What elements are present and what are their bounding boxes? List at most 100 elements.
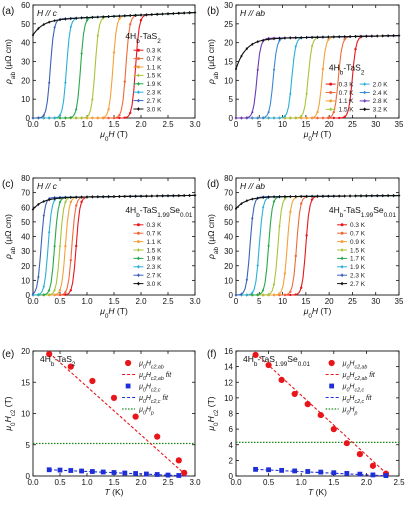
series-line [33,11,196,119]
x-tick-label: 3.0 [189,120,201,129]
data-point [294,293,297,296]
panel-label: (e) [2,349,14,360]
data-point [283,197,287,201]
x-tick-label: 15 [301,297,310,306]
legend-entry: 3.0 K [133,106,162,113]
legend-swatch-marker [340,223,344,227]
data-point [134,194,137,198]
data-point [188,193,191,198]
legend-entry: 1.9 K [133,256,162,263]
y-tick-label: 15 [21,378,30,387]
data-point [300,114,303,118]
legend-entry: 2.4 K [359,90,389,97]
legend-entry: 1.5 K [337,247,366,254]
plot-frame [235,350,400,477]
data-point [370,194,374,198]
x-axis-label: μ0H (T) [99,129,128,143]
legend-label: 2.4 K [373,90,389,97]
series-line [33,11,196,119]
y-tick-label: 2 [229,456,234,465]
hc2-ab-point [356,451,363,458]
data-point [256,196,259,200]
hc2-c-point [144,471,149,477]
data-point [321,116,325,120]
data-point [251,291,254,295]
data-point [338,67,341,71]
data-point [261,288,265,292]
field-direction-label: H // ab [240,181,265,191]
x-tick-label: 0.0 [27,297,39,306]
y-tick-label: 50 [224,218,233,227]
data-point [381,194,384,198]
data-point [283,36,287,40]
data-point [53,288,56,292]
data-point [102,195,105,199]
data-point [48,20,51,24]
panel-label: (c) [2,179,14,190]
legend-entry: 0.7 K [337,231,366,238]
legend-entry: 0.7 K [133,231,162,238]
data-point [69,200,73,204]
data-point [283,272,287,275]
legend-swatch-marker [329,82,333,86]
data-point [145,13,148,17]
data-point [245,116,249,120]
x-tick-label: 25 [348,297,357,306]
legend-swatch-marker [136,223,140,227]
x-tick-label: 0.5 [54,120,66,129]
data-point [261,195,265,200]
legend-label: μ0Hc2,ab fit [138,372,172,382]
x-tick-label: 0.0 [27,478,39,487]
data-point [85,195,89,199]
x-tick-label: 3.0 [189,478,201,487]
hc2-c-point [100,469,106,475]
legend-swatch-marker [136,281,140,286]
data-point [300,202,303,205]
legend-entry: 1.7 K [337,256,366,263]
legend-entry: μ0Hp [122,407,154,417]
data-point [37,26,40,31]
x-axis-label: μ0H (T) [303,306,332,320]
x-tick-label: 0 [234,120,239,129]
data-point [75,16,78,20]
data-point [316,116,319,120]
data-point [123,14,126,18]
series-line [33,11,196,119]
field-direction-label: H // ab [240,8,265,18]
y-tick-label: 40 [21,39,30,48]
hc2-ab-point [67,363,74,370]
data-point [102,116,105,119]
series-line [33,11,196,119]
data-point [397,193,401,198]
data-point [294,44,297,48]
legend-label: 1.5 K [146,247,162,254]
data-point [245,293,249,297]
series-line [235,35,399,70]
x-tick-label: 1.0 [296,478,308,487]
legend-swatch-marker [136,65,140,69]
data-point [48,293,51,297]
x-tick-label: 2.5 [162,478,174,487]
legend-label: 1.9 K [350,264,366,271]
y-tick-label: 40 [21,233,30,242]
legend-entry: 1.1 K [133,64,162,71]
legend-entry: 0.3 K [133,48,162,55]
data-point [332,116,335,120]
y-axis-label: ρab (μΩ cm) [206,39,220,85]
hc2-ab-point [317,411,324,419]
legend-label: μ0Hc2,c fit [342,395,373,405]
data-point [53,197,56,201]
x-tick-label: 0.5 [54,478,66,487]
legend-swatch-marker [136,248,140,252]
data-point [386,194,390,198]
hc2-ab-fit-line [48,352,188,477]
y-axis-label: ρab (μΩ cm) [3,214,17,260]
panel-label: (a) [2,6,14,17]
legend-entry: 2.7 K [337,281,366,288]
data-point [139,18,143,22]
panel-d: 0 5 10 15 20 25 30 35 0 10 20 30 40 50 60 70 80 μ0H (T) ρa… [206,174,404,320]
data-point [343,194,346,198]
y-axis-label: ρab (μΩ cm) [206,214,220,260]
data-point [85,115,89,119]
x-tick-label: 30 [371,120,380,129]
